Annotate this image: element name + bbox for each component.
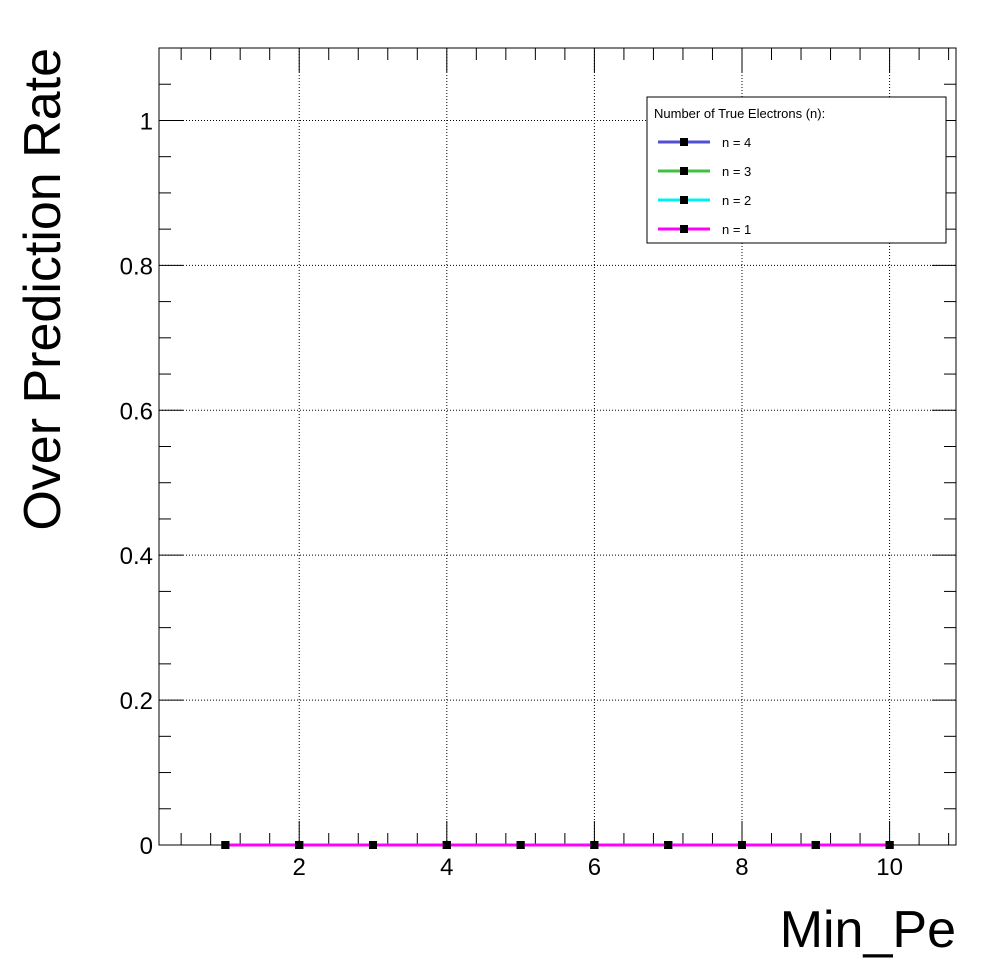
data-point [369, 841, 378, 849]
x-tick-label: 4 [440, 854, 453, 881]
legend-entry: n = 2 [658, 193, 751, 208]
y-tick-label: 0.6 [120, 398, 153, 425]
legend-marker [680, 225, 688, 233]
y-tick-label: 1 [140, 108, 153, 135]
data-point [516, 841, 525, 849]
legend-marker [680, 167, 688, 175]
legend-label: n = 3 [722, 164, 751, 179]
series [221, 841, 894, 849]
legend-marker [680, 138, 688, 146]
data-point [590, 841, 599, 849]
legend-entry: n = 1 [658, 222, 751, 237]
legend-label: n = 1 [722, 222, 751, 237]
data-point [737, 841, 746, 849]
data-point [811, 841, 820, 849]
legend: Number of True Electrons (n): n = 4 n = 3… [646, 96, 947, 244]
x-tick-label: 8 [735, 854, 748, 881]
x-tick-label: 10 [876, 854, 903, 881]
y-tick-label: 0.4 [120, 543, 153, 570]
series-n-1 [221, 841, 894, 849]
y-axis-label: Over Prediction Rate [14, 48, 72, 531]
data-point [442, 841, 451, 849]
x-tick-label: 6 [588, 854, 601, 881]
y-tick-label: 0.8 [120, 253, 153, 280]
x-axis-label: Min_Pe [780, 901, 956, 959]
data-point [664, 841, 673, 849]
tick-labels: 2 4 6 8 10 0 0.2 0.4 0.6 0.8 1 [120, 108, 903, 881]
legend-entry: n = 3 [658, 164, 751, 179]
legend-label: n = 2 [722, 193, 751, 208]
legend-title: Number of True Electrons (n): [654, 106, 825, 121]
legend-marker [680, 196, 688, 204]
y-tick-label: 0.2 [120, 688, 153, 715]
x-tick-label: 2 [293, 854, 306, 881]
legend-label: n = 4 [722, 135, 751, 150]
data-point [885, 841, 894, 849]
legend-entry: n = 4 [658, 135, 751, 150]
y-tick-label: 0 [140, 833, 153, 860]
data-point [295, 841, 304, 849]
data-point [221, 841, 230, 849]
